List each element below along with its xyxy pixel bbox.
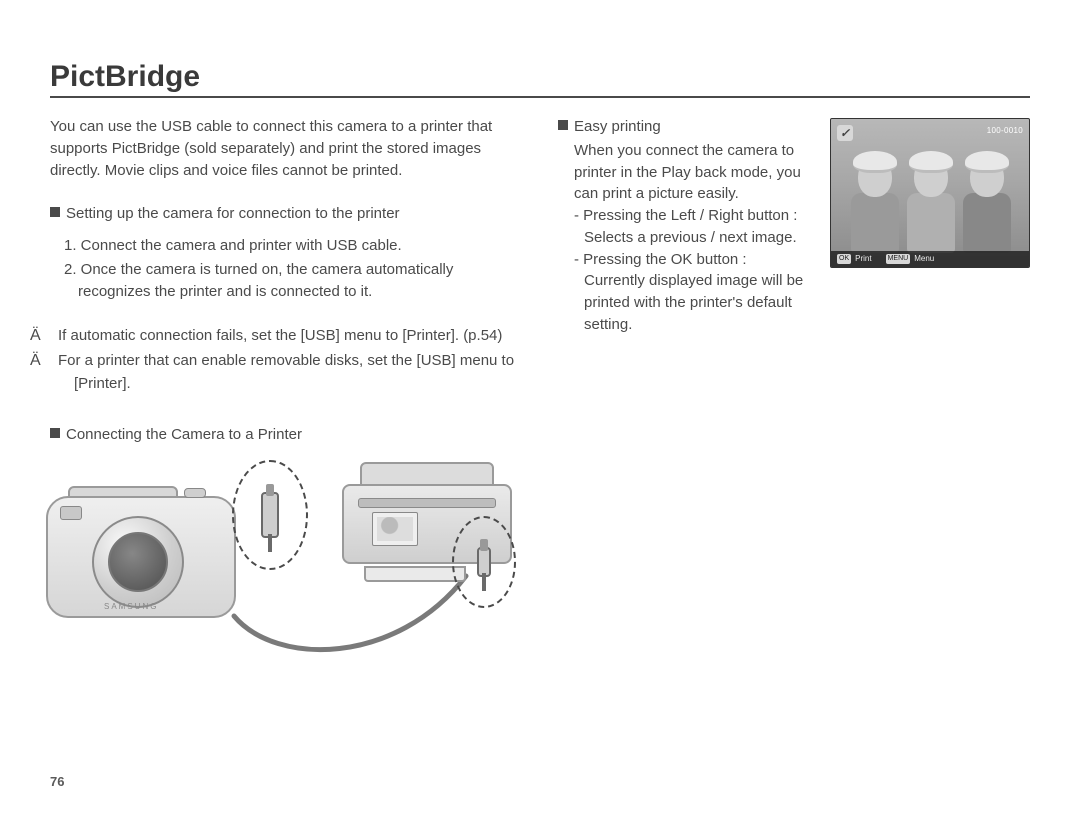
square-bullet-icon — [50, 207, 60, 217]
list-item: 1. Connect the camera and printer with U… — [64, 235, 522, 257]
person-silhouette — [959, 151, 1015, 251]
bullet-lead: - Pressing the Left / Right button : — [574, 205, 816, 227]
manual-page: PictBridge You can use the USB cable to … — [0, 0, 1080, 815]
ok-chip-icon: OK — [837, 254, 851, 264]
pictbridge-status-icon: ✓ — [837, 125, 853, 141]
note-text: For a printer that can enable removable … — [58, 352, 514, 391]
connect-heading: Connecting the Camera to a Printer — [50, 424, 522, 446]
note-item: ÄIf automatic connection fails, set the … — [74, 324, 522, 347]
square-bullet-icon — [558, 120, 568, 130]
bullet-desc: Currently displayed image will be printe… — [574, 270, 816, 335]
setup-steps-list: 1. Connect the camera and printer with U… — [50, 235, 522, 302]
easy-printing-text: Easy printing When you connect the camer… — [558, 116, 816, 336]
camera-lcd-preview: ✓ 100-0010 OK Print MENU Menu — [830, 118, 1030, 268]
printer-slot — [358, 498, 496, 508]
notes-block: ÄIf automatic connection fails, set the … — [50, 324, 522, 394]
note-text: If automatic connection fails, set the [… — [58, 327, 502, 344]
easy-heading-text: Easy printing — [574, 118, 661, 135]
list-item: 2. Once the camera is turned on, the cam… — [64, 259, 522, 303]
camera-usb-callout: ↓ — [232, 460, 308, 570]
menu-chip-icon: MENU — [886, 254, 911, 264]
menu-label: Menu — [914, 253, 934, 265]
image-number-label: 100-0010 — [987, 125, 1023, 137]
bullet-desc: Selects a previous / next image. — [574, 227, 816, 249]
camera-shutter — [184, 488, 206, 498]
person-silhouette — [903, 151, 959, 251]
usb-plug-icon — [477, 547, 491, 577]
easy-body: When you connect the camera to printer i… — [558, 140, 816, 336]
ok-label: Print — [855, 253, 871, 265]
camera-lens — [108, 532, 168, 592]
setup-heading-text: Setting up the camera for connection to … — [66, 205, 400, 222]
usb-plug-icon — [261, 492, 279, 538]
easy-intro: When you connect the camera to printer i… — [574, 140, 816, 205]
easy-heading: Easy printing — [558, 116, 816, 138]
page-number: 76 — [50, 774, 64, 789]
bullet-lead: - Pressing the OK button : — [574, 249, 816, 271]
two-column-layout: You can use the USB cable to connect thi… — [50, 116, 1030, 686]
note-item: ÄFor a printer that can enable removable… — [74, 349, 522, 394]
setup-heading: Setting up the camera for connection to … — [50, 203, 522, 225]
title-rule: PictBridge — [50, 60, 1030, 98]
connection-figure: SAMSUNG ↓ — [46, 456, 522, 686]
easy-printing-block: Easy printing When you connect the camer… — [558, 116, 1030, 336]
left-column: You can use the USB cable to connect thi… — [50, 116, 522, 686]
camera-illustration: SAMSUNG — [46, 496, 236, 618]
square-bullet-icon — [50, 428, 60, 438]
camera-flash — [60, 506, 82, 520]
lcd-bottom-bar: OK Print MENU Menu — [831, 251, 1029, 267]
page-title: PictBridge — [50, 60, 1030, 94]
person-silhouette — [847, 151, 903, 251]
camera-brand-label: SAMSUNG — [104, 601, 158, 613]
printer-output-photo — [372, 512, 418, 546]
right-column: Easy printing When you connect the camer… — [558, 116, 1030, 686]
connect-heading-text: Connecting the Camera to a Printer — [66, 426, 302, 443]
printer-usb-callout — [452, 516, 516, 608]
intro-paragraph: You can use the USB cable to connect thi… — [50, 116, 522, 181]
printer-tray — [364, 566, 466, 582]
